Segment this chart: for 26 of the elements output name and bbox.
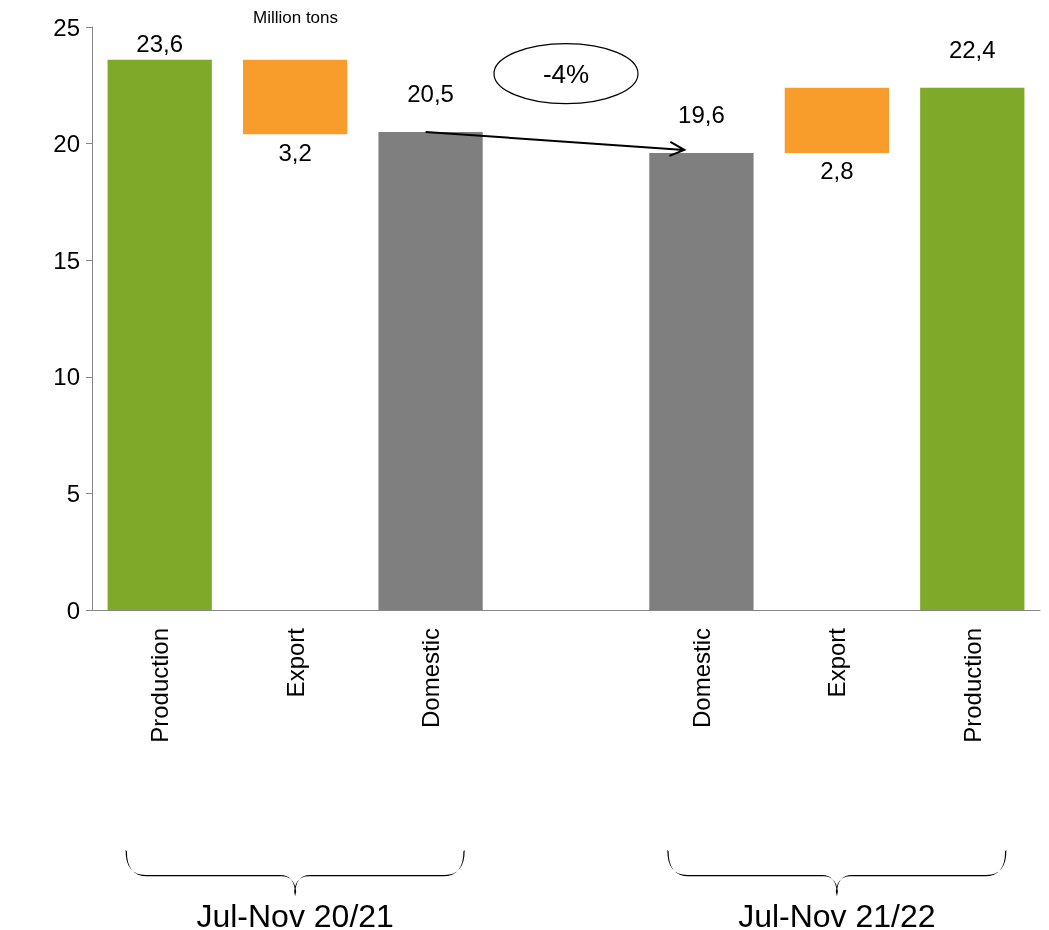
data-label: 23,6 xyxy=(136,30,184,58)
bar xyxy=(920,87,1025,610)
x-tick-label: Export xyxy=(823,627,851,698)
y-tick-label: 20 xyxy=(53,130,80,158)
x-tick-label: Production xyxy=(146,628,174,743)
x-tick-label: Production xyxy=(958,628,986,743)
bar xyxy=(243,59,348,135)
data-label: 3,2 xyxy=(278,138,312,166)
text: Million tons xyxy=(253,8,339,27)
data-label: 2,8 xyxy=(820,157,854,185)
data-label: 19,6 xyxy=(678,101,725,129)
text: Jul-Nov 20/21 xyxy=(196,898,394,930)
x-tick-label: Domestic xyxy=(417,628,445,729)
y-tick-label: 25 xyxy=(53,13,80,41)
y-tick-label: 15 xyxy=(53,246,80,274)
data-label: 22,4 xyxy=(948,36,996,64)
x-tick-label: Export xyxy=(281,627,309,698)
data-label: 20,5 xyxy=(407,80,454,108)
x-tick-label: Domestic xyxy=(687,628,715,729)
y-tick-label: 10 xyxy=(53,363,80,391)
annotation: -4% xyxy=(542,58,590,89)
bar xyxy=(784,87,889,153)
text: Jul-Nov 21/22 xyxy=(738,898,936,930)
y-tick-label: 0 xyxy=(66,596,80,624)
y-tick-label: 5 xyxy=(66,479,80,507)
bar xyxy=(107,59,212,610)
